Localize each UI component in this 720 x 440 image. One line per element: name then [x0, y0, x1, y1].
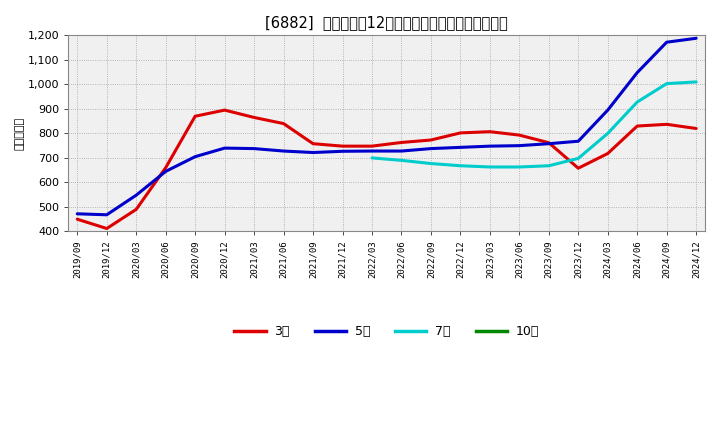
Title: [6882]  当期純利益12か月移動合計の標準偏差の推移: [6882] 当期純利益12か月移動合計の標準偏差の推移: [266, 15, 508, 30]
Y-axis label: （百万円）: （百万円）: [15, 117, 25, 150]
Legend: 3年, 5年, 7年, 10年: 3年, 5年, 7年, 10年: [230, 320, 544, 343]
